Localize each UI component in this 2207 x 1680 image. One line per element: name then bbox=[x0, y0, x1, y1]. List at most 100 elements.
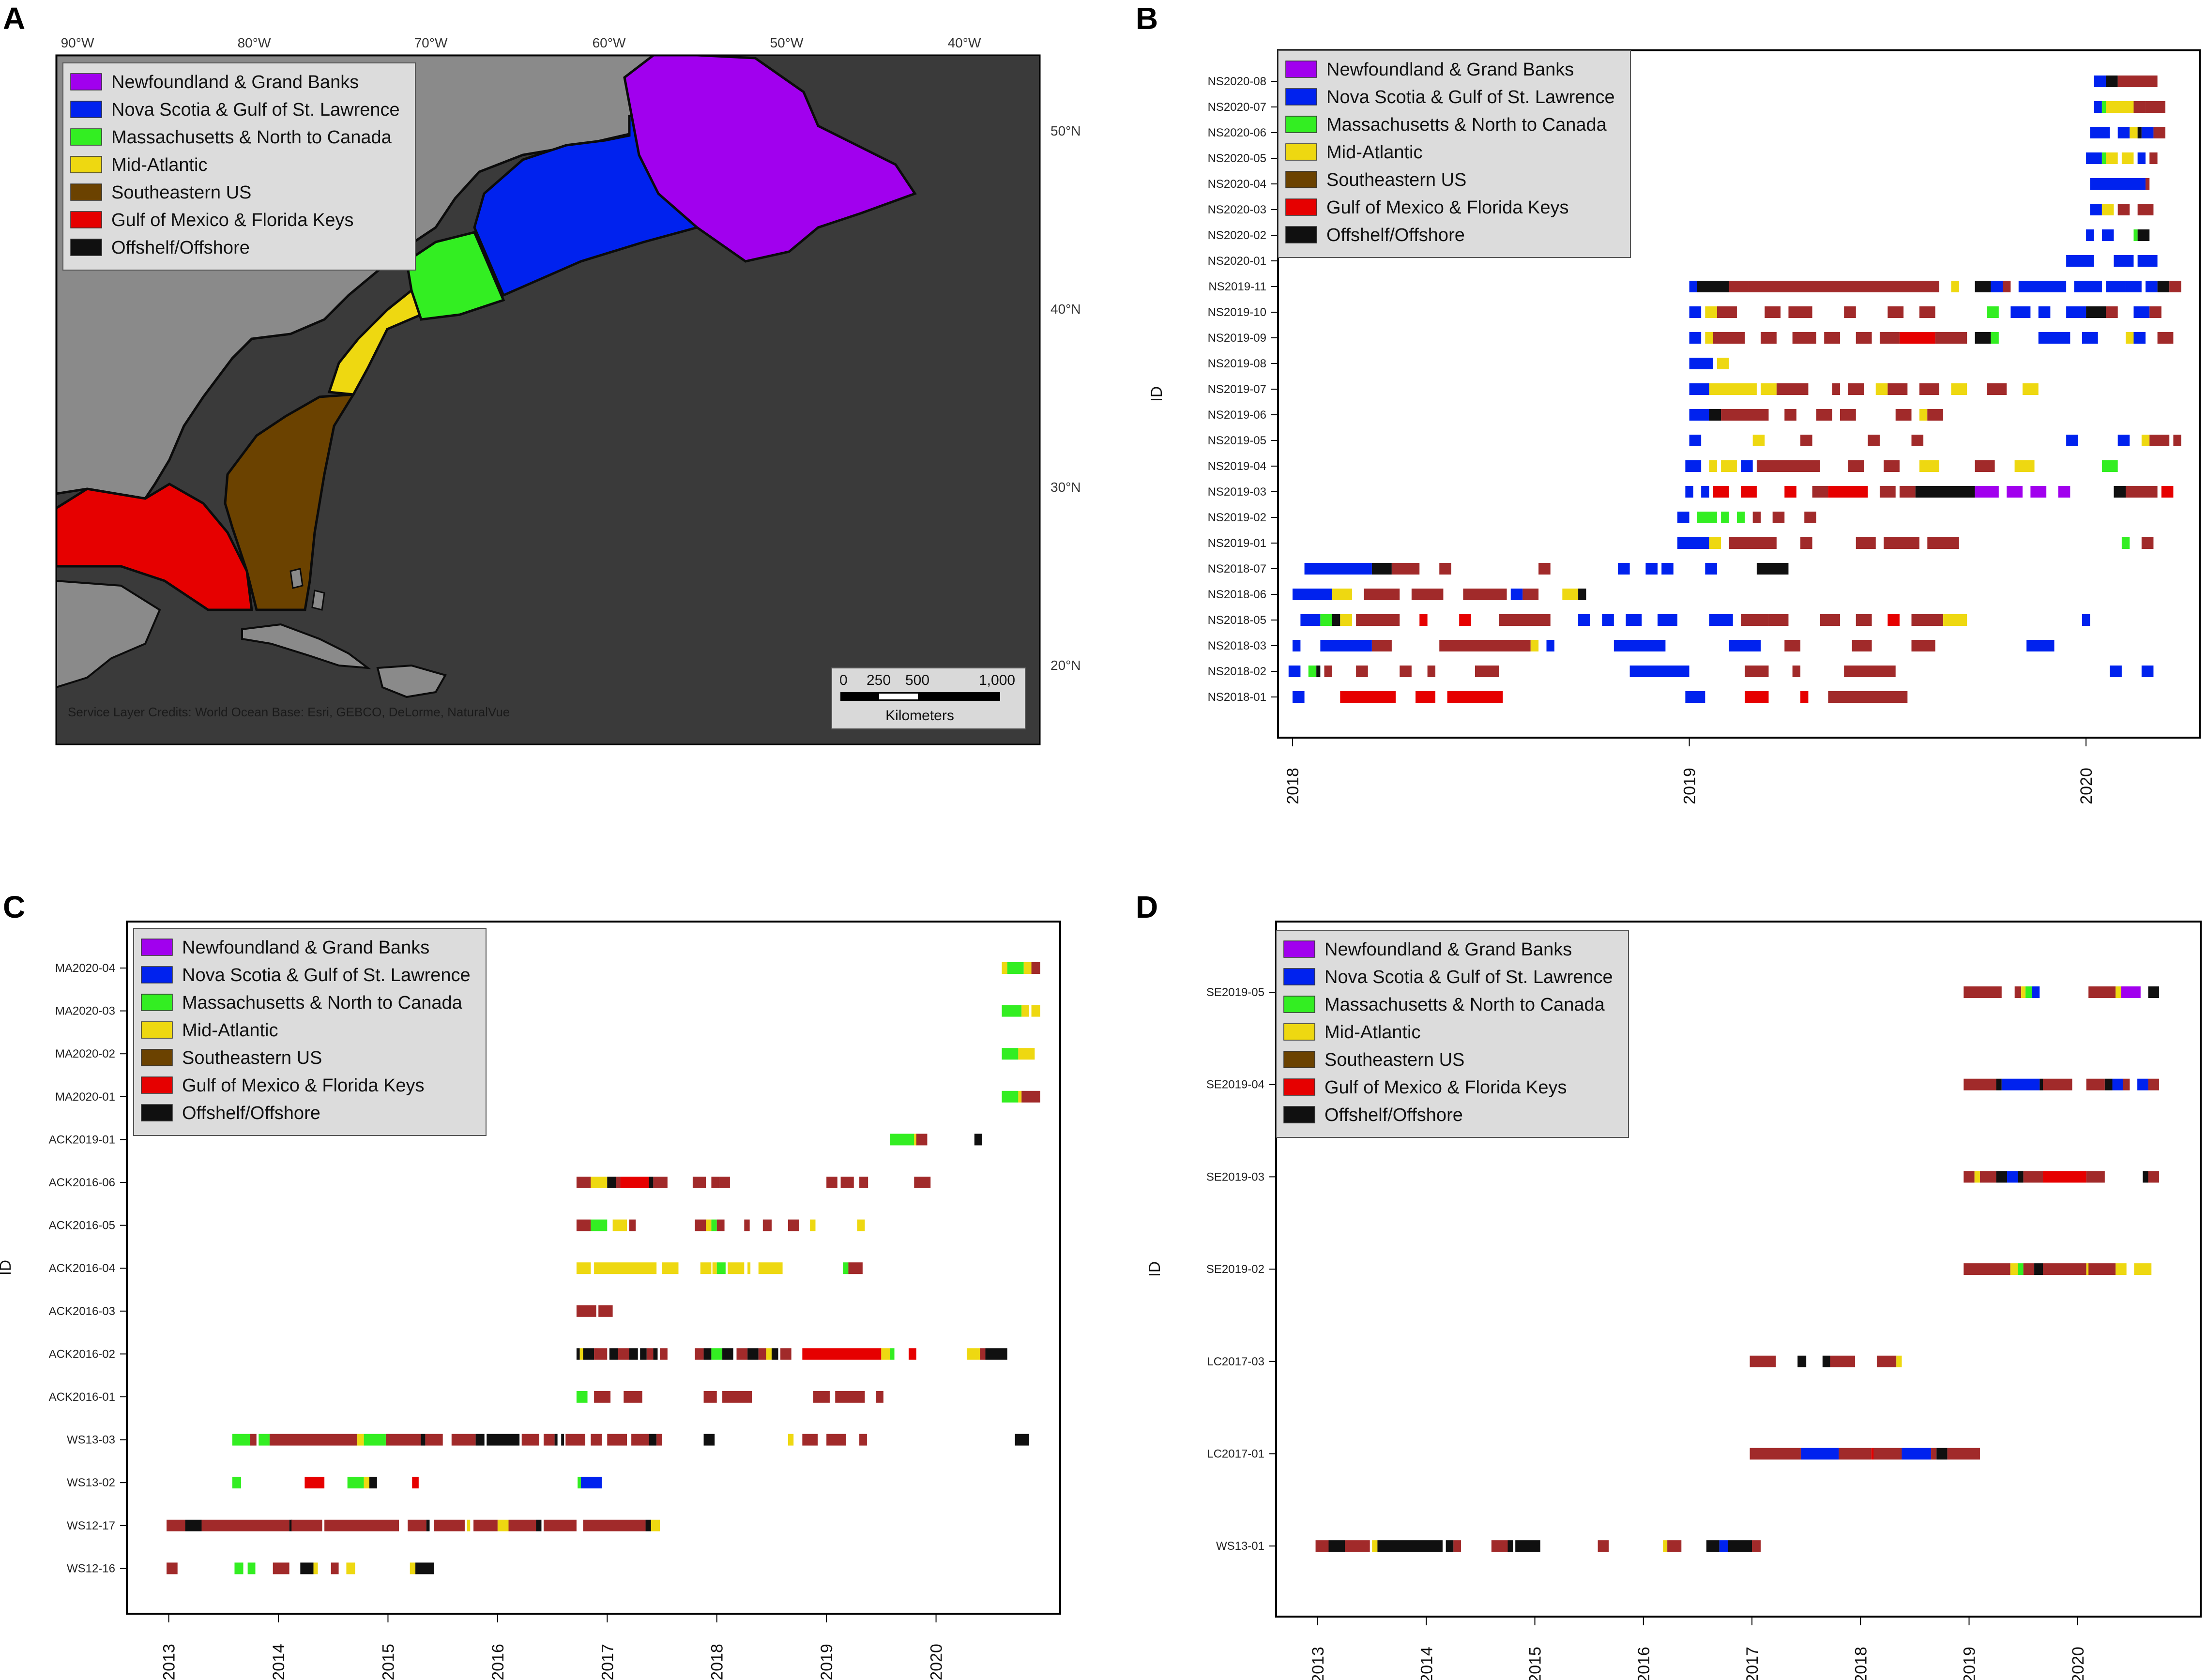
track-segment bbox=[1538, 563, 1551, 575]
track-segment bbox=[2133, 332, 2146, 344]
map-lat-ticks: 50°N 40°N 30°N 20°N bbox=[1050, 123, 1081, 673]
scale-unit: Kilometers bbox=[885, 708, 954, 724]
track-segment bbox=[2117, 127, 2130, 138]
track-segment bbox=[1816, 409, 1832, 421]
track-segment bbox=[2114, 486, 2126, 498]
track-segment bbox=[1856, 614, 1872, 626]
track-segment bbox=[2121, 152, 2134, 164]
track-segment bbox=[1685, 460, 1702, 472]
track-segment bbox=[1975, 486, 1999, 498]
track-segment bbox=[289, 1519, 292, 1531]
track-segment bbox=[1021, 1090, 1040, 1103]
track-segment bbox=[565, 1434, 586, 1446]
track-segment bbox=[576, 1262, 591, 1274]
track-segment bbox=[2082, 614, 2090, 626]
track-segment bbox=[1728, 1540, 1752, 1552]
track-segment bbox=[1340, 691, 1396, 703]
track-segment bbox=[2034, 1263, 2043, 1275]
track-segment bbox=[1887, 383, 1908, 395]
track-segment bbox=[1792, 332, 1816, 344]
y-tick-label: NS2018-06 bbox=[1208, 588, 1266, 601]
track-segment bbox=[2018, 1263, 2024, 1275]
track-segment bbox=[662, 1262, 679, 1274]
track-segment bbox=[2121, 537, 2130, 549]
track-segment bbox=[711, 1219, 717, 1231]
track-segment bbox=[1328, 1540, 1345, 1552]
track-segment bbox=[1546, 640, 1554, 651]
track-segment bbox=[1320, 614, 1332, 626]
track-segment bbox=[706, 1219, 712, 1231]
track-segment bbox=[1507, 1540, 1513, 1552]
track-segment bbox=[2149, 152, 2158, 164]
track-segment bbox=[2141, 666, 2154, 677]
legend-box bbox=[1278, 50, 1631, 258]
track-segment bbox=[645, 1519, 651, 1531]
track-segment bbox=[2010, 306, 2031, 318]
track-segment bbox=[1729, 640, 1761, 651]
legend-label-newfoundland: Newfoundland & Grand Banks bbox=[182, 938, 429, 958]
track-segment bbox=[1663, 1540, 1668, 1552]
y-tick-label: MA2020-03 bbox=[55, 1005, 115, 1018]
track-segment bbox=[2043, 1171, 2086, 1183]
y-tick-label: LC2017-03 bbox=[1207, 1355, 1264, 1368]
track-segment bbox=[2094, 76, 2106, 87]
track-segment bbox=[914, 1177, 931, 1188]
track-segment bbox=[2157, 332, 2174, 344]
track-segment bbox=[802, 1348, 882, 1360]
land-cuba bbox=[241, 623, 371, 669]
track-segment bbox=[561, 1434, 564, 1446]
track-segment bbox=[1844, 306, 1856, 318]
legend-swatch-newfoundland bbox=[141, 938, 173, 956]
track-segment bbox=[1752, 1540, 1761, 1552]
track-segment bbox=[2058, 486, 2070, 498]
track-segment bbox=[2014, 460, 2035, 472]
y-tick-label: NS2020-07 bbox=[1208, 101, 1266, 114]
track-segment bbox=[1911, 640, 1935, 651]
track-segment bbox=[1689, 358, 1713, 369]
track-segment bbox=[1689, 383, 1709, 395]
track-segment bbox=[890, 1348, 895, 1360]
track-segment bbox=[716, 1219, 725, 1231]
legend-panel-a: Newfoundland & Grand Banks Nova Scotia & … bbox=[62, 62, 416, 271]
track-segment bbox=[2022, 383, 2039, 395]
lon-tick: 60°W bbox=[593, 35, 626, 50]
track-segment bbox=[2101, 152, 2106, 164]
map-scale-bar: 0 250 500 1,000 Kilometers bbox=[831, 667, 1026, 729]
legend-label-gulf: Gulf of Mexico & Florida Keys bbox=[182, 1075, 425, 1096]
track-segment bbox=[167, 1519, 185, 1531]
legend-label-southeastern: Southeastern US bbox=[1324, 1050, 1464, 1070]
track-segment bbox=[966, 1348, 980, 1360]
track-segment bbox=[1717, 358, 1729, 369]
track-segment bbox=[1936, 1448, 1948, 1460]
y-tick-label: NS2019-02 bbox=[1208, 511, 1266, 524]
track-segment bbox=[425, 1434, 443, 1446]
lon-tick: 80°W bbox=[238, 35, 271, 50]
track-segment bbox=[2086, 1078, 2105, 1090]
y-tick-label: NS2020-04 bbox=[1208, 178, 1266, 191]
track-segment bbox=[2066, 435, 2078, 446]
panel-label-b: B bbox=[1136, 1, 1158, 36]
track-segment bbox=[2086, 152, 2102, 164]
track-segment bbox=[1705, 332, 1713, 344]
track-segment bbox=[2101, 229, 2114, 241]
track-segment bbox=[1578, 589, 1586, 600]
track-segment bbox=[1947, 1448, 1980, 1460]
lon-tick: 40°W bbox=[948, 35, 981, 50]
track-segment bbox=[1332, 614, 1340, 626]
track-segment bbox=[692, 1177, 706, 1188]
track-segment bbox=[890, 1134, 914, 1146]
legend-label-southeastern: Southeastern US bbox=[111, 182, 251, 203]
track-segment bbox=[300, 1562, 314, 1574]
track-segment bbox=[700, 1262, 712, 1274]
track-segment bbox=[1713, 332, 1745, 344]
track-segment bbox=[1852, 640, 1872, 651]
legend-label-offshelf: Offshelf/Offshore bbox=[111, 238, 250, 258]
track-segment bbox=[346, 1562, 355, 1574]
track-segment bbox=[2137, 255, 2158, 267]
track-segment bbox=[843, 1262, 849, 1274]
track-segment bbox=[1884, 460, 1900, 472]
track-segment bbox=[408, 1519, 426, 1531]
track-segment bbox=[1721, 460, 1737, 472]
track-segment bbox=[1308, 666, 1317, 677]
track-segment bbox=[2137, 1078, 2148, 1090]
